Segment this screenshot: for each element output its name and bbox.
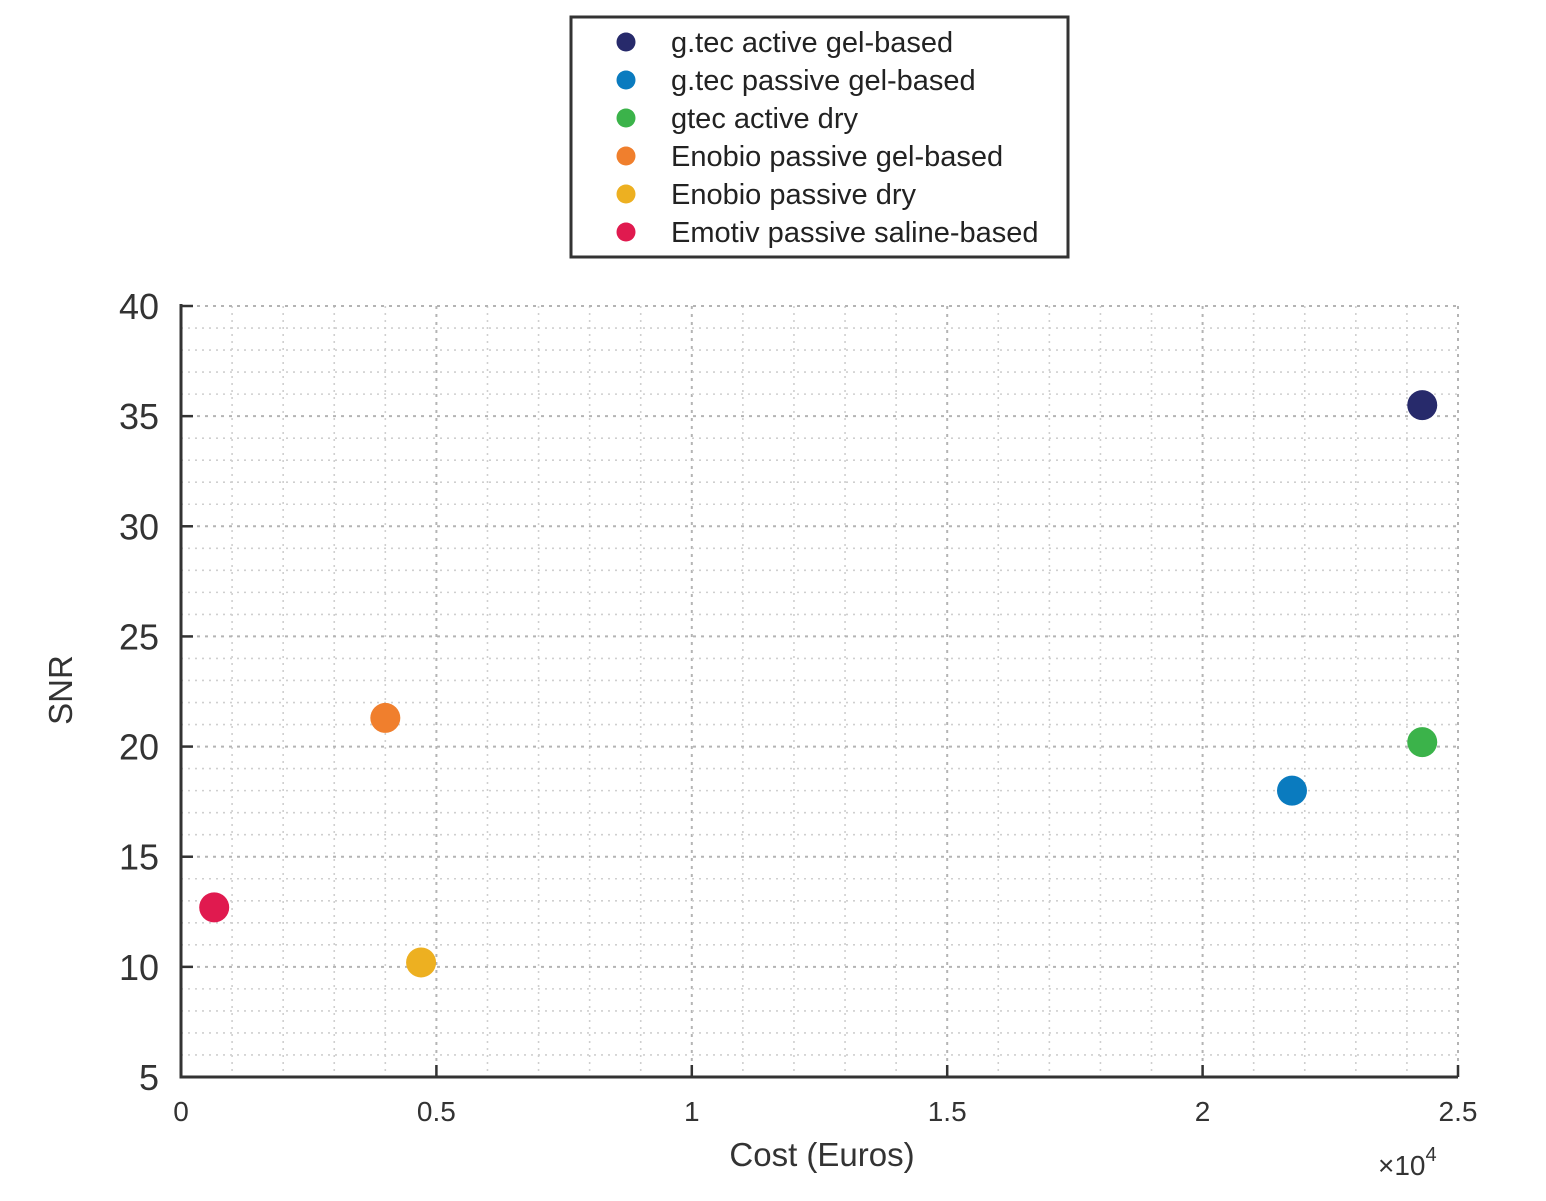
y-tick-label: 10 bbox=[119, 947, 159, 988]
data-points bbox=[199, 390, 1438, 978]
legend-marker bbox=[616, 108, 636, 128]
y-tick-label: 5 bbox=[139, 1057, 159, 1098]
legend-box bbox=[569, 15, 1070, 259]
x-tick-label: 0.5 bbox=[417, 1096, 456, 1127]
x-axis-exponent-base: ×10 bbox=[1378, 1150, 1426, 1181]
x-axis-ticks: 0 0.5 1 1.5 2 2.5 bbox=[173, 1065, 1477, 1127]
x-axis-exponent: ×104 bbox=[1378, 1144, 1437, 1181]
legend-label: gtec active dry bbox=[671, 103, 858, 135]
legend-label: Enobio passive dry bbox=[671, 179, 917, 211]
x-tick-label: 1 bbox=[684, 1096, 700, 1127]
y-axis-ticks: 5 10 15 20 25 30 35 40 bbox=[119, 286, 193, 1098]
legend-label: g.tec active gel-based bbox=[671, 27, 953, 59]
legend-marker bbox=[616, 32, 636, 52]
x-tick-label: 0 bbox=[173, 1096, 189, 1127]
data-point bbox=[406, 947, 437, 978]
y-tick-label: 20 bbox=[119, 727, 159, 768]
x-axis-label: Cost (Euros) bbox=[729, 1136, 914, 1173]
data-point bbox=[1407, 390, 1438, 421]
legend-label: g.tec passive gel-based bbox=[671, 65, 976, 97]
data-point bbox=[370, 702, 401, 733]
legend-items: g.tec active gel-based g.tec passive gel-… bbox=[616, 27, 1039, 249]
y-tick-label: 40 bbox=[119, 286, 159, 327]
y-tick-label: 15 bbox=[119, 837, 159, 878]
legend-label: Enobio passive gel-based bbox=[671, 141, 1003, 173]
y-axis-label: SNR bbox=[42, 655, 79, 725]
data-point bbox=[1276, 775, 1307, 806]
grid bbox=[181, 305, 1459, 1077]
y-tick-label: 35 bbox=[119, 396, 159, 437]
x-tick-label: 1.5 bbox=[928, 1096, 967, 1127]
y-tick-label: 30 bbox=[119, 506, 159, 547]
legend-marker bbox=[616, 222, 636, 242]
legend: g.tec active gel-based g.tec passive gel-… bbox=[569, 15, 1070, 259]
x-tick-label: 2 bbox=[1195, 1096, 1211, 1127]
legend-marker bbox=[616, 146, 636, 166]
axes bbox=[179, 304, 1458, 1079]
data-point bbox=[199, 892, 230, 923]
legend-marker bbox=[616, 70, 636, 90]
x-axis-exponent-power: 4 bbox=[1426, 1144, 1437, 1166]
legend-label: Emotiv passive saline-based bbox=[671, 217, 1039, 249]
data-point bbox=[1407, 727, 1438, 758]
y-tick-label: 25 bbox=[119, 616, 159, 657]
x-tick-label: 2.5 bbox=[1439, 1096, 1478, 1127]
legend-marker bbox=[616, 184, 636, 204]
